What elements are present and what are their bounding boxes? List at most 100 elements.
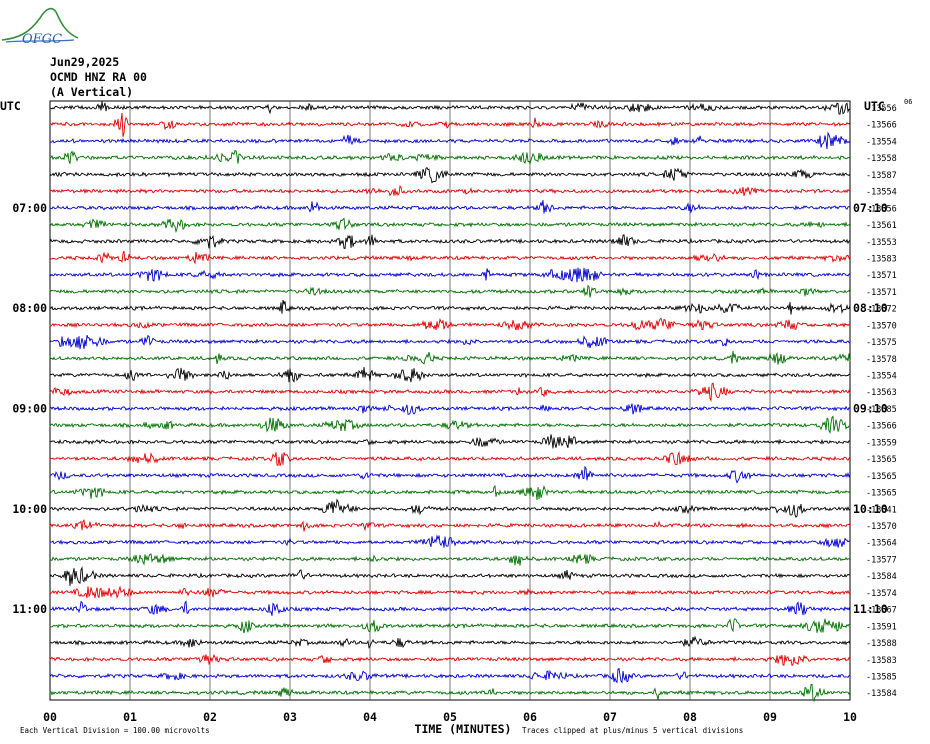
trace-offset-label: -13575 — [866, 338, 897, 348]
trace-offset-label: -13583 — [866, 254, 897, 264]
trace-offset-label: -13563 — [866, 388, 897, 398]
trace-12 — [49, 284, 851, 298]
trace-17 — [49, 367, 851, 383]
trace-21 — [49, 434, 851, 449]
x-tick-label: 02 — [203, 710, 217, 724]
footer-left-note: Each Vertical Division = 100.00 microvol… — [20, 726, 210, 735]
x-tick-label: 03 — [283, 710, 297, 724]
trace-offset-label: -13584 — [866, 689, 897, 699]
trace-offset-label: -13567 — [866, 606, 897, 616]
trace-offset-label: -13587 — [866, 171, 897, 181]
left-time-label: 10:00 — [12, 502, 47, 516]
right-time-label: 07:10 — [853, 201, 888, 215]
trace-34 — [49, 653, 851, 667]
trace-4 — [49, 150, 851, 166]
trace-offset-label: -13566 — [866, 121, 897, 131]
trace-offset-label: -13553 — [866, 238, 897, 248]
trace-13 — [49, 299, 851, 315]
trace-offset-label: -13554 — [866, 188, 897, 198]
x-axis-label: TIME (MINUTES) — [415, 722, 512, 736]
ofgc-logo: OFGC — [1, 7, 79, 46]
trace-6 — [49, 185, 851, 197]
trace-offset-label: -13570 — [866, 321, 897, 331]
left-time-label: 08:00 — [12, 301, 47, 315]
trace-offset-label: -13574 — [866, 589, 897, 599]
trace-offset-label: -13541 — [866, 505, 897, 515]
trace-offset-label: -13572 — [866, 305, 897, 315]
trace-offset-label: -13588 — [866, 639, 897, 649]
trace-20 — [49, 415, 850, 435]
x-tick-label: 09 — [763, 710, 777, 724]
trace-33 — [49, 635, 851, 649]
trace-25 — [49, 498, 851, 518]
trace-offset-label: -13565 — [866, 489, 897, 499]
left-time-label: 11:00 — [12, 602, 47, 616]
left-time-label: 09:00 — [12, 401, 47, 415]
trace-2 — [49, 112, 851, 138]
trace-offset-label: -13561 — [866, 221, 897, 231]
trace-offset-label: -13591 — [866, 622, 897, 632]
logo-text: OFGC — [22, 32, 62, 46]
trace-16 — [49, 350, 851, 365]
trace-offset-label: -13566 — [866, 422, 897, 432]
x-tick-label: 06 — [523, 710, 537, 724]
left-axis-title: UTC — [0, 99, 21, 113]
trace-19 — [49, 403, 851, 415]
trace-offset-label: -13577 — [866, 555, 897, 565]
right-time-label: 09:10 — [853, 401, 888, 415]
trace-offset-label: -13564 — [866, 539, 897, 549]
chart-station: OCMD HNZ RA 00 — [50, 70, 147, 84]
trace-7 — [49, 200, 851, 214]
trace-28 — [49, 553, 851, 566]
trace-offset-label: -13556 — [866, 204, 897, 214]
trace-31 — [49, 600, 851, 616]
trace-offset-label: -13571 — [866, 271, 897, 281]
trace-offset-label: -13585 — [866, 672, 897, 682]
x-tick-label: 05 — [443, 710, 457, 724]
trace-18 — [49, 382, 851, 403]
trace-offset-label: -13559 — [866, 438, 897, 448]
trace-30 — [49, 585, 851, 599]
trace-11 — [49, 267, 851, 283]
x-tick-label: 07 — [603, 710, 617, 724]
trace-14 — [49, 317, 851, 331]
trace-offset-label: -13570 — [866, 522, 897, 532]
x-tick-label: 04 — [363, 710, 377, 724]
right-time-label: 10:10 — [853, 502, 888, 516]
chart-date: Jun29,2025 — [50, 55, 120, 69]
footer-right-note: Traces clipped at plus/minus 5 vertical … — [522, 726, 743, 735]
trace-9 — [49, 234, 851, 250]
trace-26 — [49, 518, 851, 532]
trace-offset-label: -13558 — [866, 154, 897, 164]
chart-component: (A Vertical) — [50, 85, 134, 99]
trace-5 — [49, 167, 851, 184]
trace-offset-label: -13584 — [866, 572, 897, 582]
x-tick-label: 01 — [123, 710, 137, 724]
trace-15 — [49, 334, 851, 350]
right-time-label: 08:10 — [853, 301, 888, 315]
trace-22 — [49, 450, 851, 467]
trace-offset-label: -13556 — [866, 104, 897, 114]
trace-offset-label: -13585 — [866, 405, 897, 415]
trace-29 — [49, 566, 851, 586]
right-top-label: 06 — [904, 98, 912, 106]
trace-8 — [49, 217, 851, 234]
trace-10 — [49, 250, 851, 265]
trace-offset-label: -13565 — [866, 472, 897, 482]
x-tick-label: 00 — [43, 710, 57, 724]
trace-1 — [49, 101, 851, 115]
trace-offset-label: -13554 — [866, 137, 897, 147]
trace-24 — [49, 484, 851, 501]
x-tick-label: 08 — [683, 710, 697, 724]
trace-offset-label: -13571 — [866, 288, 897, 298]
trace-23 — [49, 465, 851, 484]
trace-offset-label: -13583 — [866, 656, 897, 666]
x-tick-label: 10 — [843, 710, 857, 724]
trace-offset-label: -13554 — [866, 372, 897, 382]
right-axis-title: UTC — [864, 99, 885, 113]
left-time-label: 07:00 — [12, 201, 47, 215]
trace-3 — [49, 131, 851, 150]
trace-27 — [49, 534, 850, 548]
trace-offset-label: -13565 — [866, 455, 897, 465]
